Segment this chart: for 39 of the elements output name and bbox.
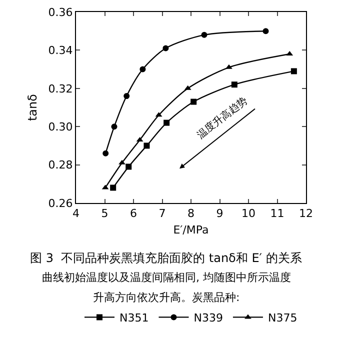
point [126, 164, 132, 170]
point [262, 28, 269, 34]
legend-label: N339 [194, 311, 223, 324]
x-axis-title: E′/MPa [173, 223, 209, 236]
point [162, 45, 169, 52]
annotation: 温度升高趋势 [194, 94, 250, 142]
point [110, 184, 116, 191]
point [164, 120, 170, 126]
x-tick-label: 10 [242, 207, 256, 220]
y-tick-label: 0.36 [48, 6, 73, 19]
legend-label: N351 [120, 311, 149, 324]
x-tick-label: 5 [101, 207, 108, 220]
point [190, 98, 197, 105]
text: 升高方向依次升高。炭黑品种: [93, 291, 240, 304]
y-axis-title: tanδ [26, 94, 40, 122]
point [140, 66, 146, 72]
y-tick-label: 0.32 [48, 82, 73, 96]
x-tick-label: 9 [216, 207, 224, 220]
x-tick-label: 11 [270, 207, 284, 220]
legend-label: N375 [268, 311, 298, 324]
point [111, 124, 118, 130]
point [118, 160, 126, 164]
y-tick-label: 0.30 [48, 120, 73, 134]
y-tick-label: 0.34 [48, 44, 73, 58]
point [124, 93, 130, 100]
point [231, 82, 238, 88]
point [144, 142, 150, 149]
x-tick-label: 8 [188, 207, 194, 220]
x-tick-label: 7 [158, 207, 166, 220]
point [290, 68, 297, 74]
x-tick-label: 6 [130, 207, 137, 220]
text: 曲线初始温度以及温度间隔相同, 均随图中所示温度 [42, 271, 291, 284]
point [201, 32, 208, 38]
y-tick-label: 0.28 [48, 158, 73, 172]
y-tick-label: 0.26 [48, 196, 73, 210]
x-tick-label: 4 [72, 207, 80, 220]
caption: 图 3 不同品种炭黑填充胎面胶的 tanδ和 E′ 的关系 [30, 251, 302, 265]
x-tick-label: 12 [299, 207, 313, 220]
point [102, 150, 109, 156]
